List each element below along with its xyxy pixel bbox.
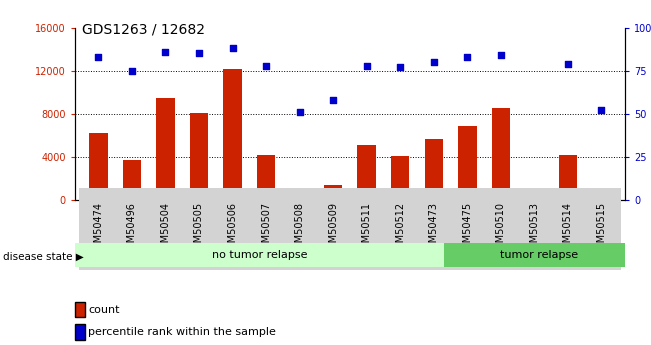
Text: GSM50496: GSM50496: [127, 202, 137, 255]
Text: GSM50509: GSM50509: [328, 202, 338, 255]
Text: GSM50515: GSM50515: [596, 202, 607, 255]
Bar: [559, 155, 577, 200]
Bar: [156, 98, 174, 200]
Text: GSM50473: GSM50473: [429, 202, 439, 255]
Text: disease state ▶: disease state ▶: [3, 252, 84, 261]
Text: count: count: [88, 305, 119, 315]
Text: tumor relapse: tumor relapse: [501, 250, 579, 260]
Point: [395, 65, 406, 70]
Bar: [75, 243, 444, 267]
Point: [127, 68, 137, 73]
Bar: [122, 160, 141, 200]
Bar: [324, 185, 342, 200]
Bar: [223, 69, 242, 200]
Text: no tumor relapse: no tumor relapse: [212, 250, 307, 260]
Text: GSM50512: GSM50512: [395, 202, 405, 255]
Bar: [458, 126, 477, 200]
Point: [361, 63, 372, 68]
Bar: [290, 194, 309, 200]
Text: GSM50514: GSM50514: [563, 202, 573, 255]
Point: [495, 52, 506, 58]
Text: GSM50511: GSM50511: [362, 202, 372, 255]
Text: GSM50475: GSM50475: [462, 202, 473, 255]
Point: [160, 49, 171, 55]
Point: [227, 46, 238, 51]
Text: GSM50513: GSM50513: [529, 202, 540, 255]
Text: GDS1263 / 12682: GDS1263 / 12682: [82, 22, 204, 37]
Bar: [444, 243, 635, 267]
Bar: [525, 199, 544, 200]
Bar: [357, 145, 376, 200]
Text: GSM50507: GSM50507: [261, 202, 271, 255]
Point: [428, 59, 439, 65]
Text: GSM50504: GSM50504: [160, 202, 171, 255]
Bar: [424, 139, 443, 200]
Text: GSM50510: GSM50510: [496, 202, 506, 255]
Bar: [257, 155, 275, 200]
Bar: [391, 156, 409, 200]
Point: [194, 51, 204, 56]
Bar: [189, 113, 208, 200]
Point: [93, 54, 104, 60]
Point: [294, 109, 305, 115]
Bar: [89, 133, 107, 200]
Point: [328, 97, 339, 103]
Bar: [492, 108, 510, 200]
Text: percentile rank within the sample: percentile rank within the sample: [88, 327, 276, 337]
Text: GSM50508: GSM50508: [295, 202, 305, 255]
Text: GSM50506: GSM50506: [227, 202, 238, 255]
Point: [261, 63, 271, 68]
Text: GSM50474: GSM50474: [93, 202, 104, 255]
Bar: [592, 193, 611, 200]
Point: [596, 108, 607, 113]
Point: [562, 61, 573, 67]
Text: GSM50505: GSM50505: [194, 202, 204, 255]
Point: [462, 54, 473, 60]
